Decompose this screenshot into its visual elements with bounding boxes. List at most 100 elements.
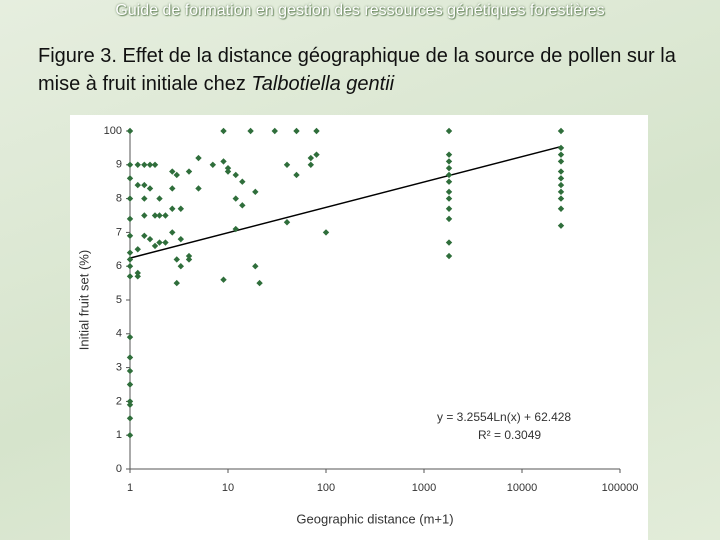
data-point [126, 415, 134, 422]
data-point [283, 161, 291, 168]
data-point [126, 161, 134, 168]
data-point [173, 256, 180, 263]
equation: y = 3.2554Ln(x) + 62.428 [437, 410, 571, 424]
data-point [126, 398, 134, 405]
data-point [557, 168, 565, 175]
data-point [293, 127, 300, 135]
data-point [252, 188, 259, 196]
data-point [151, 212, 159, 219]
data-point [307, 161, 315, 168]
data-point [169, 229, 176, 236]
data-point [162, 212, 169, 219]
data-point [177, 263, 185, 270]
y-tick-label: 4 [116, 328, 122, 340]
data-point [169, 205, 176, 212]
y-tick-label: 6 [116, 260, 122, 272]
data-point [195, 154, 202, 162]
data-point [557, 158, 565, 165]
data-point [557, 151, 565, 158]
data-point [557, 181, 565, 189]
data-point [141, 232, 148, 239]
data-point [209, 161, 217, 168]
data-point [313, 151, 320, 158]
data-point [177, 205, 185, 212]
x-tick-label: 1 [127, 482, 133, 494]
data-point [220, 158, 227, 165]
x-tick-label: 100 [317, 482, 335, 494]
data-point [557, 222, 565, 229]
x-tick-label: 100000 [602, 482, 639, 494]
data-point [224, 168, 232, 175]
data-point [322, 229, 330, 236]
data-point [169, 185, 176, 192]
data-point [162, 239, 169, 246]
data-point [445, 188, 453, 196]
x-tick-label: 10000 [507, 482, 538, 494]
y-tick-label: 5 [116, 294, 122, 306]
x-tick-label: 1000 [412, 482, 436, 494]
data-point [126, 432, 134, 439]
data-point [146, 161, 154, 168]
data-point [126, 195, 134, 202]
data-point [126, 263, 134, 270]
x-tick-label: 10 [222, 482, 234, 494]
data-point [445, 178, 453, 185]
data-point [126, 333, 134, 341]
figure-title: Figure 3. Effet de la distance géographi… [38, 42, 708, 98]
data-point [445, 164, 453, 172]
data-point [195, 185, 202, 192]
data-point [557, 205, 565, 212]
data-point [557, 127, 565, 135]
data-point [445, 215, 453, 223]
data-point [134, 269, 141, 277]
data-point [156, 212, 163, 219]
data-point [445, 127, 453, 135]
data-point [177, 235, 185, 243]
data-point [126, 249, 134, 256]
data-point [445, 205, 453, 212]
data-point [445, 252, 453, 260]
data-point [232, 225, 239, 233]
data-point [307, 154, 315, 162]
data-point [239, 178, 246, 185]
y-axis-title: Initial fruit set (%) [76, 250, 91, 350]
data-point [151, 242, 159, 250]
data-point [126, 256, 134, 263]
data-point [141, 161, 148, 168]
data-point [313, 127, 320, 135]
data-point [141, 195, 148, 202]
data-point [146, 185, 154, 192]
data-point [247, 127, 254, 135]
data-point [220, 127, 227, 135]
data-point [173, 171, 180, 179]
data-point [271, 127, 278, 135]
data-point [126, 127, 134, 135]
header: Guide de formation en gestion des ressou… [115, 2, 605, 19]
data-point [126, 401, 134, 408]
y-tick-label: 100 [104, 125, 122, 137]
data-point [151, 161, 159, 168]
data-point [239, 202, 246, 209]
data-point [126, 381, 134, 388]
data-point [156, 195, 163, 202]
data-point [445, 158, 453, 165]
data-point [126, 232, 134, 239]
r-squared: R² = 0.3049 [478, 428, 541, 442]
data-point [126, 273, 134, 280]
data-point [173, 279, 180, 287]
y-tick-label: 0 [116, 463, 122, 475]
data-point [557, 144, 565, 152]
data-point [293, 171, 300, 179]
data-point [252, 263, 259, 270]
data-point [126, 215, 134, 223]
data-point [156, 239, 163, 246]
title-text: Figure 3. Effet de la distance géographi… [38, 45, 676, 95]
data-point [134, 273, 141, 280]
data-point [126, 354, 134, 361]
y-tick-label: 8 [116, 193, 122, 205]
data-point [232, 195, 239, 202]
data-point [557, 188, 565, 196]
data-point [445, 151, 453, 158]
data-point [445, 171, 453, 179]
